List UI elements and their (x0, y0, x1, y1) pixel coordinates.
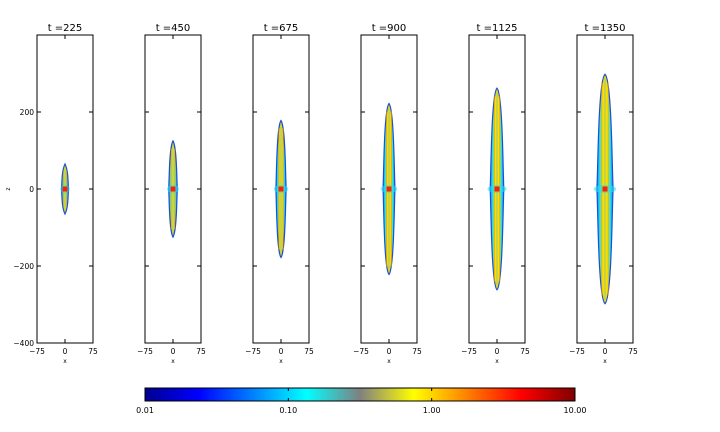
x-tick-label: 75 (88, 347, 98, 356)
x-tick-label: −75 (353, 347, 369, 356)
colorbar-tick-label: 10.00 (564, 406, 587, 415)
y-tick-label: −200 (13, 262, 34, 271)
colorbar-tick-label: 1.00 (423, 406, 441, 415)
panel-3: t =675 −75 0 75 x (245, 23, 314, 365)
x-tick-label: −75 (569, 347, 585, 356)
x-tick-label: 75 (412, 347, 422, 356)
panel-title: t =900 (372, 23, 407, 34)
x-tick-label: 75 (628, 347, 638, 356)
panel-4: t =900 −75 0 75 x (353, 23, 422, 365)
x-tick-label: 75 (520, 347, 530, 356)
x-tick-label: 0 (63, 347, 68, 356)
panel-title: t =1350 (585, 23, 626, 34)
central-source (62, 186, 68, 192)
x-tick-label: 75 (304, 347, 314, 356)
x-tick-label: −75 (245, 347, 261, 356)
central-source (278, 186, 284, 192)
colorbar-tick-label: 0.10 (279, 406, 297, 415)
panel-title: t =450 (156, 23, 191, 34)
panel-1: t =225 −75 0 75 x −400 −200 0 200 z (5, 23, 98, 365)
y-axis-label: z (5, 187, 12, 190)
y-tick-label: −400 (13, 339, 34, 348)
x-axis-label: x (495, 358, 499, 365)
y-tick-label: 0 (29, 185, 34, 194)
colorbar: 0.01 0.10 1.00 10.00 (136, 387, 587, 415)
x-tick-label: 0 (279, 347, 284, 356)
x-tick-label: −75 (137, 347, 153, 356)
x-axis-label: x (171, 358, 175, 365)
x-tick-label: −75 (29, 347, 45, 356)
x-axis-label: x (387, 358, 391, 365)
x-axis-label: x (279, 358, 283, 365)
colorbar-tick-label: 0.01 (136, 406, 154, 415)
x-tick-label: 0 (495, 347, 500, 356)
x-tick-label: 0 (171, 347, 176, 356)
colorbar-gradient (144, 387, 576, 402)
panel-title: t =225 (48, 23, 83, 34)
y-tick-label: 200 (20, 108, 35, 117)
x-axis-label: x (63, 358, 67, 365)
x-tick-label: 0 (387, 347, 392, 356)
x-tick-label: 75 (196, 347, 206, 356)
x-tick-label: 0 (603, 347, 608, 356)
panel-2: t =450 −75 0 75 x (137, 23, 206, 365)
panel-title: t =1125 (477, 23, 518, 34)
central-source (602, 186, 608, 192)
panel-6: t =1350 −75 0 75 x (569, 23, 638, 365)
x-tick-label: −75 (461, 347, 477, 356)
central-source (494, 186, 500, 192)
central-source (170, 186, 176, 192)
panel-title: t =675 (264, 23, 299, 34)
panel-5: t =1125 −75 0 75 x (461, 23, 530, 365)
central-source (386, 186, 392, 192)
x-axis-label: x (603, 358, 607, 365)
